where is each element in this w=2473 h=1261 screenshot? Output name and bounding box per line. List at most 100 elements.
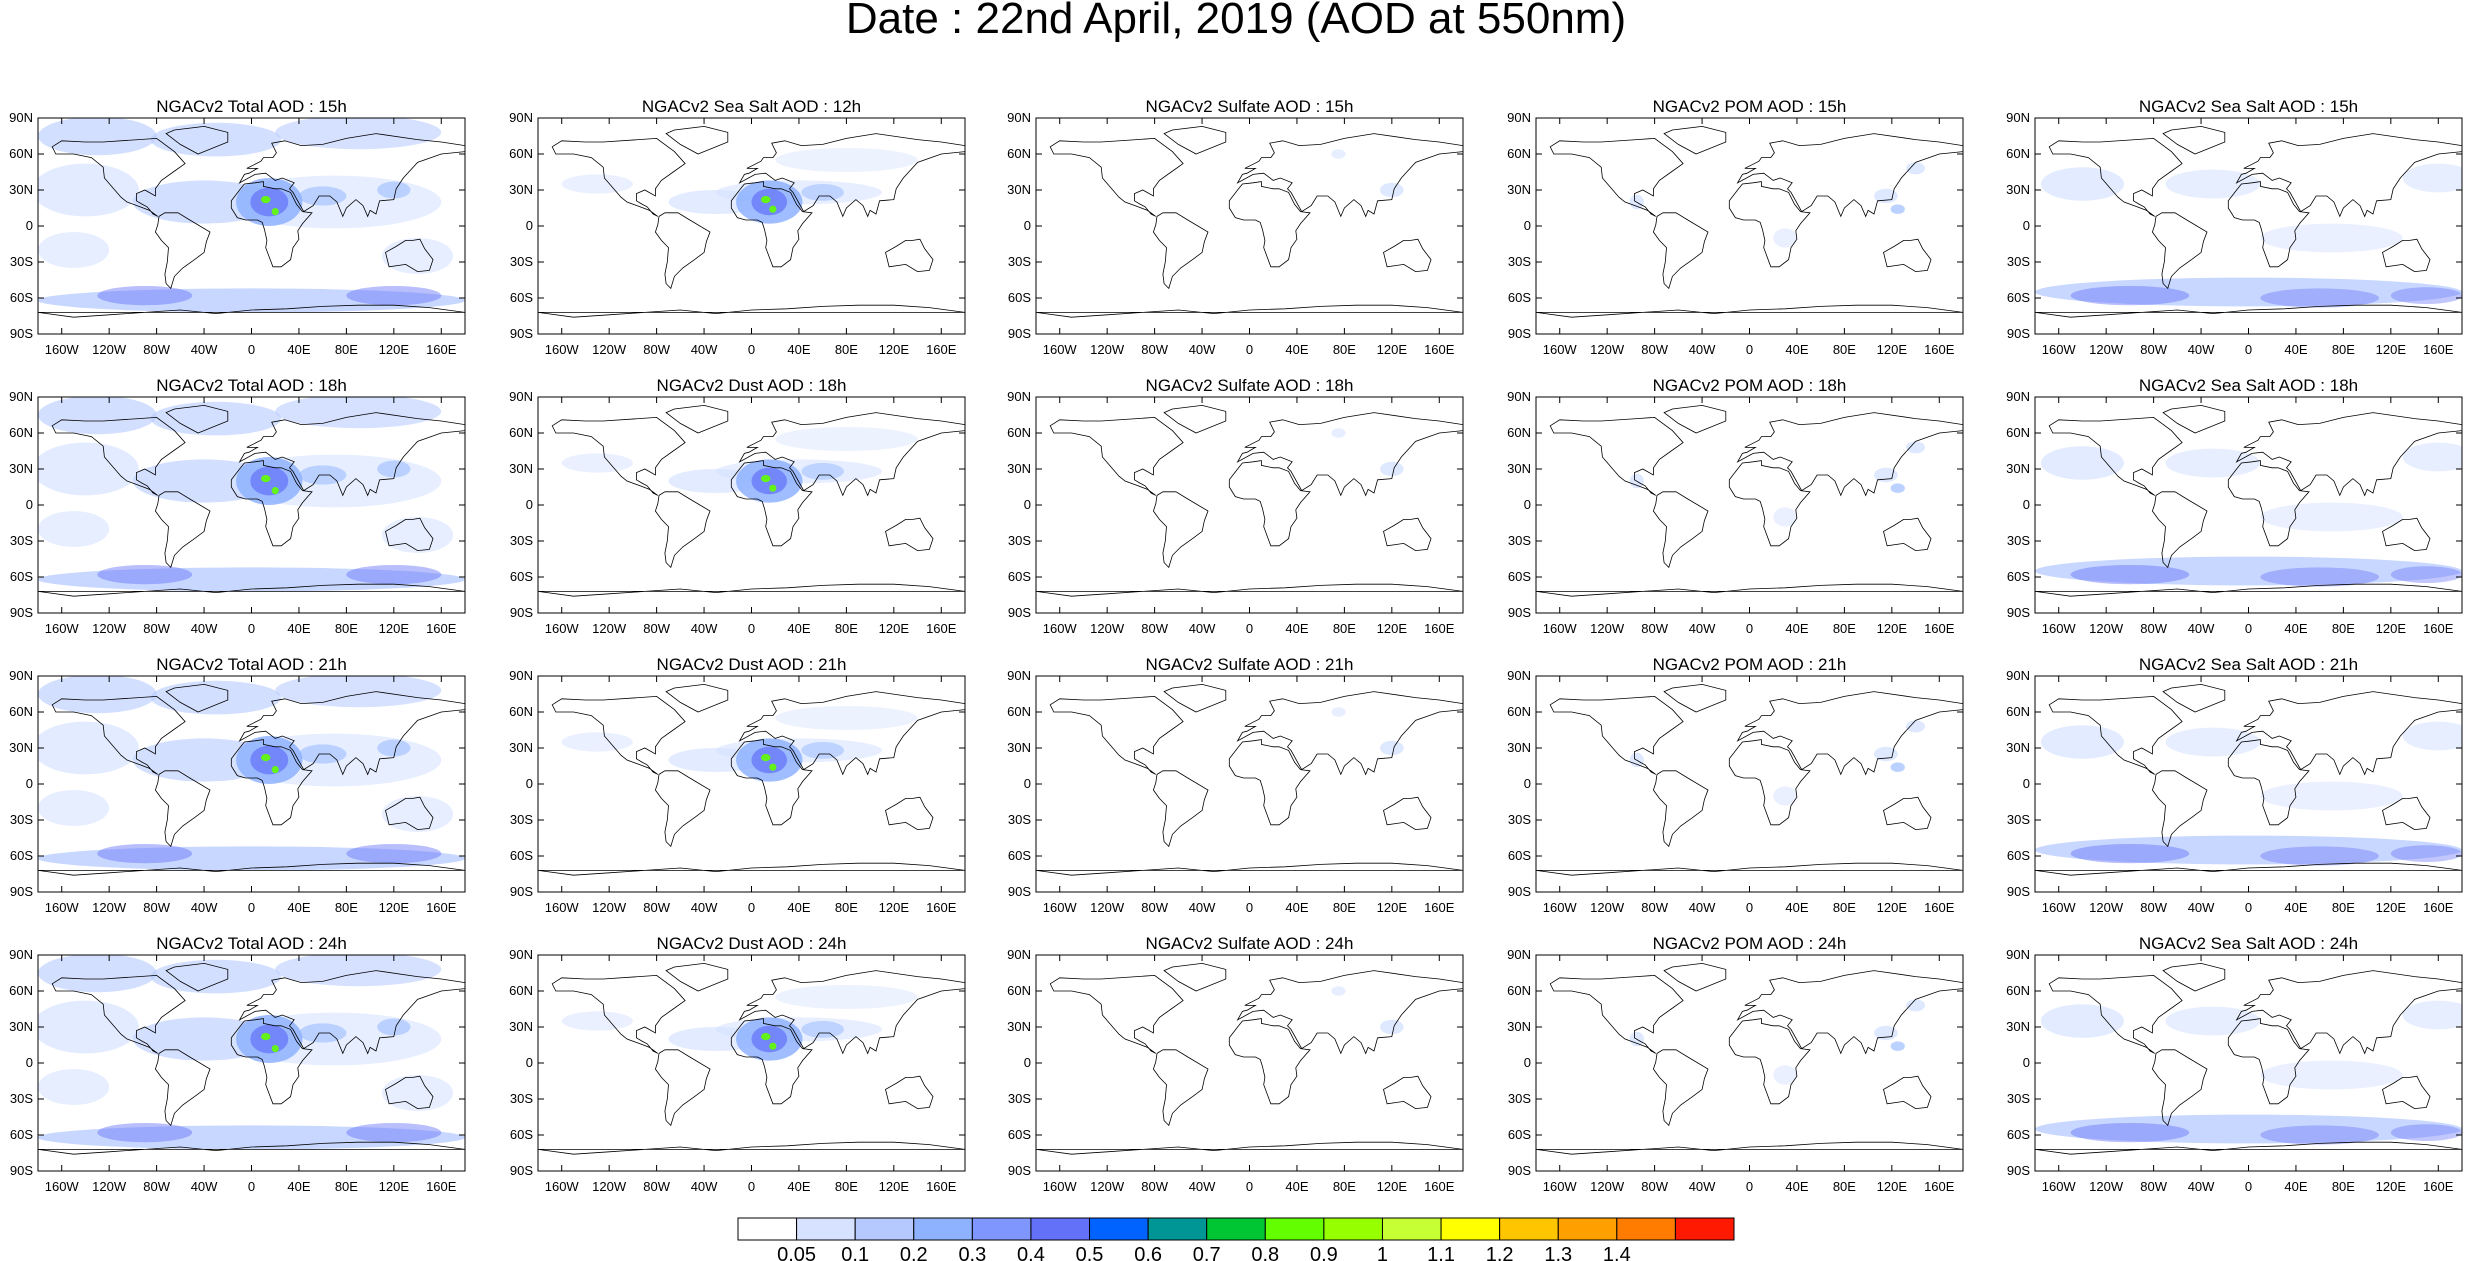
lat-tick-label: 60S bbox=[2007, 848, 2030, 863]
lon-tick-label: 120W bbox=[2089, 900, 2124, 915]
lat-tick-label: 30S bbox=[2007, 1091, 2030, 1106]
lon-tick-label: 160E bbox=[2423, 1179, 2454, 1194]
lat-tick-label: 60N bbox=[2006, 425, 2030, 440]
lat-tick-label: 90S bbox=[2007, 884, 2030, 899]
aerosol-field bbox=[275, 955, 442, 987]
panel-title: NGACv2 Sulfate AOD : 15h bbox=[1146, 97, 1354, 116]
aerosol-field bbox=[250, 187, 289, 217]
lon-tick-label: 160E bbox=[1924, 900, 1955, 915]
coastline bbox=[2162, 125, 2226, 155]
lon-tick-label: 120W bbox=[92, 342, 127, 357]
coastline bbox=[654, 1049, 711, 1127]
lon-tick-label: 40E bbox=[787, 342, 810, 357]
lon-tick-label: 120W bbox=[92, 900, 127, 915]
coastline bbox=[1228, 739, 1311, 826]
lon-tick-label: 80W bbox=[643, 900, 670, 915]
aerosol-field bbox=[97, 844, 193, 864]
lon-tick-label: 120W bbox=[1590, 342, 1625, 357]
colorbar-swatch bbox=[854, 1217, 915, 1241]
lon-tick-label: 160W bbox=[1543, 900, 1578, 915]
aerosol-field bbox=[561, 732, 633, 752]
lat-tick-label: 0 bbox=[1024, 497, 1031, 512]
panel-title: NGACv2 Total AOD : 18h bbox=[156, 376, 347, 395]
map-background bbox=[538, 676, 965, 892]
lat-tick-label: 30S bbox=[510, 254, 533, 269]
aerosol-field bbox=[377, 181, 411, 199]
coastline bbox=[1036, 862, 1463, 876]
coastline bbox=[154, 1049, 211, 1127]
lat-tick-label: 0 bbox=[526, 497, 533, 512]
aerosol-field bbox=[275, 118, 442, 150]
aerosol-field bbox=[1331, 428, 1346, 438]
lat-tick-label: 30N bbox=[1007, 740, 1031, 755]
lon-tick-label: 160E bbox=[426, 900, 457, 915]
panel-title: NGACv2 Sea Salt AOD : 21h bbox=[2139, 655, 2358, 674]
lat-tick-label: 0 bbox=[526, 1055, 533, 1070]
aerosol-field bbox=[1379, 740, 1404, 756]
aerosol-field bbox=[250, 1024, 289, 1054]
lat-tick-label: 60N bbox=[1507, 983, 1531, 998]
lat-tick-label: 90N bbox=[509, 110, 533, 125]
lon-tick-label: 160E bbox=[426, 1179, 457, 1194]
lon-tick-label: 160E bbox=[926, 621, 957, 636]
lon-tick-label: 120E bbox=[1377, 342, 1408, 357]
lat-tick-label: 90S bbox=[10, 884, 33, 899]
aerosol-field bbox=[2035, 1114, 2462, 1144]
aerosol-field bbox=[760, 196, 771, 204]
aerosol-field bbox=[377, 1018, 411, 1036]
aerosol-field bbox=[2390, 845, 2462, 862]
lon-tick-label: 40E bbox=[1285, 621, 1308, 636]
aerosol-field bbox=[38, 511, 110, 547]
lat-tick-label: 30N bbox=[2006, 461, 2030, 476]
coastline bbox=[730, 739, 813, 826]
coastline bbox=[2162, 962, 2226, 992]
coastline bbox=[730, 181, 813, 268]
lon-tick-label: 160W bbox=[1043, 621, 1078, 636]
lon-tick-label: 120W bbox=[1590, 900, 1625, 915]
lon-tick-label: 120E bbox=[379, 1179, 410, 1194]
lon-tick-label: 120E bbox=[1877, 342, 1908, 357]
coastline bbox=[2235, 970, 2462, 1055]
panel-title: NGACv2 Sea Salt AOD : 18h bbox=[2139, 376, 2358, 395]
lon-tick-label: 120E bbox=[1877, 1179, 1908, 1194]
aerosol-field bbox=[2070, 286, 2190, 306]
aerosol-field bbox=[769, 484, 777, 492]
lon-tick-label: 80E bbox=[1333, 621, 1356, 636]
coastline bbox=[1663, 683, 1727, 713]
map-background bbox=[1536, 955, 1963, 1171]
coastline bbox=[385, 796, 434, 831]
lon-tick-label: 120E bbox=[379, 900, 410, 915]
lon-tick-label: 120E bbox=[879, 1179, 910, 1194]
aerosol-field bbox=[2070, 565, 2190, 585]
lat-tick-label: 60N bbox=[509, 425, 533, 440]
lat-tick-label: 90S bbox=[1508, 326, 1531, 341]
map-panel: NGACv2 Sea Salt AOD : 18h 90N 60N 30N 0 30S 60… bbox=[2006, 376, 2463, 636]
lon-tick-label: 160W bbox=[45, 1179, 80, 1194]
lon-tick-label: 80W bbox=[1641, 1179, 1668, 1194]
aerosol-field bbox=[801, 463, 845, 480]
lat-tick-label: 90S bbox=[510, 1163, 533, 1178]
lon-tick-label: 160E bbox=[1424, 1179, 1455, 1194]
lat-tick-label: 30S bbox=[1008, 1091, 1031, 1106]
coastline bbox=[1549, 974, 1684, 1054]
lat-tick-label: 0 bbox=[1524, 776, 1531, 791]
lat-tick-label: 30N bbox=[9, 461, 33, 476]
coastline bbox=[1163, 404, 1227, 434]
aerosol-field bbox=[38, 790, 110, 826]
lat-tick-label: 60S bbox=[1008, 569, 1031, 584]
lat-tick-label: 60S bbox=[510, 290, 533, 305]
map-background bbox=[538, 955, 965, 1171]
lat-tick-label: 60S bbox=[10, 1127, 33, 1142]
lat-tick-label: 30S bbox=[10, 1091, 33, 1106]
coastline bbox=[1883, 1075, 1932, 1110]
panel-title: NGACv2 POM AOD : 24h bbox=[1653, 934, 1847, 953]
coastline bbox=[1163, 683, 1227, 713]
map-background bbox=[1036, 955, 1463, 1171]
coastline bbox=[2151, 212, 2208, 290]
aerosol-field bbox=[1379, 461, 1404, 477]
colorbar: 0.05 0.1 0.2 0.3 0.4 0.5 0.6 0.7 0.8 0.9 1 1.1 1.2 1.… bbox=[737, 1217, 1735, 1261]
coastline bbox=[2151, 1049, 2208, 1127]
lat-tick-label: 60S bbox=[510, 1127, 533, 1142]
coastline bbox=[738, 691, 965, 776]
lon-tick-label: 0 bbox=[748, 342, 755, 357]
